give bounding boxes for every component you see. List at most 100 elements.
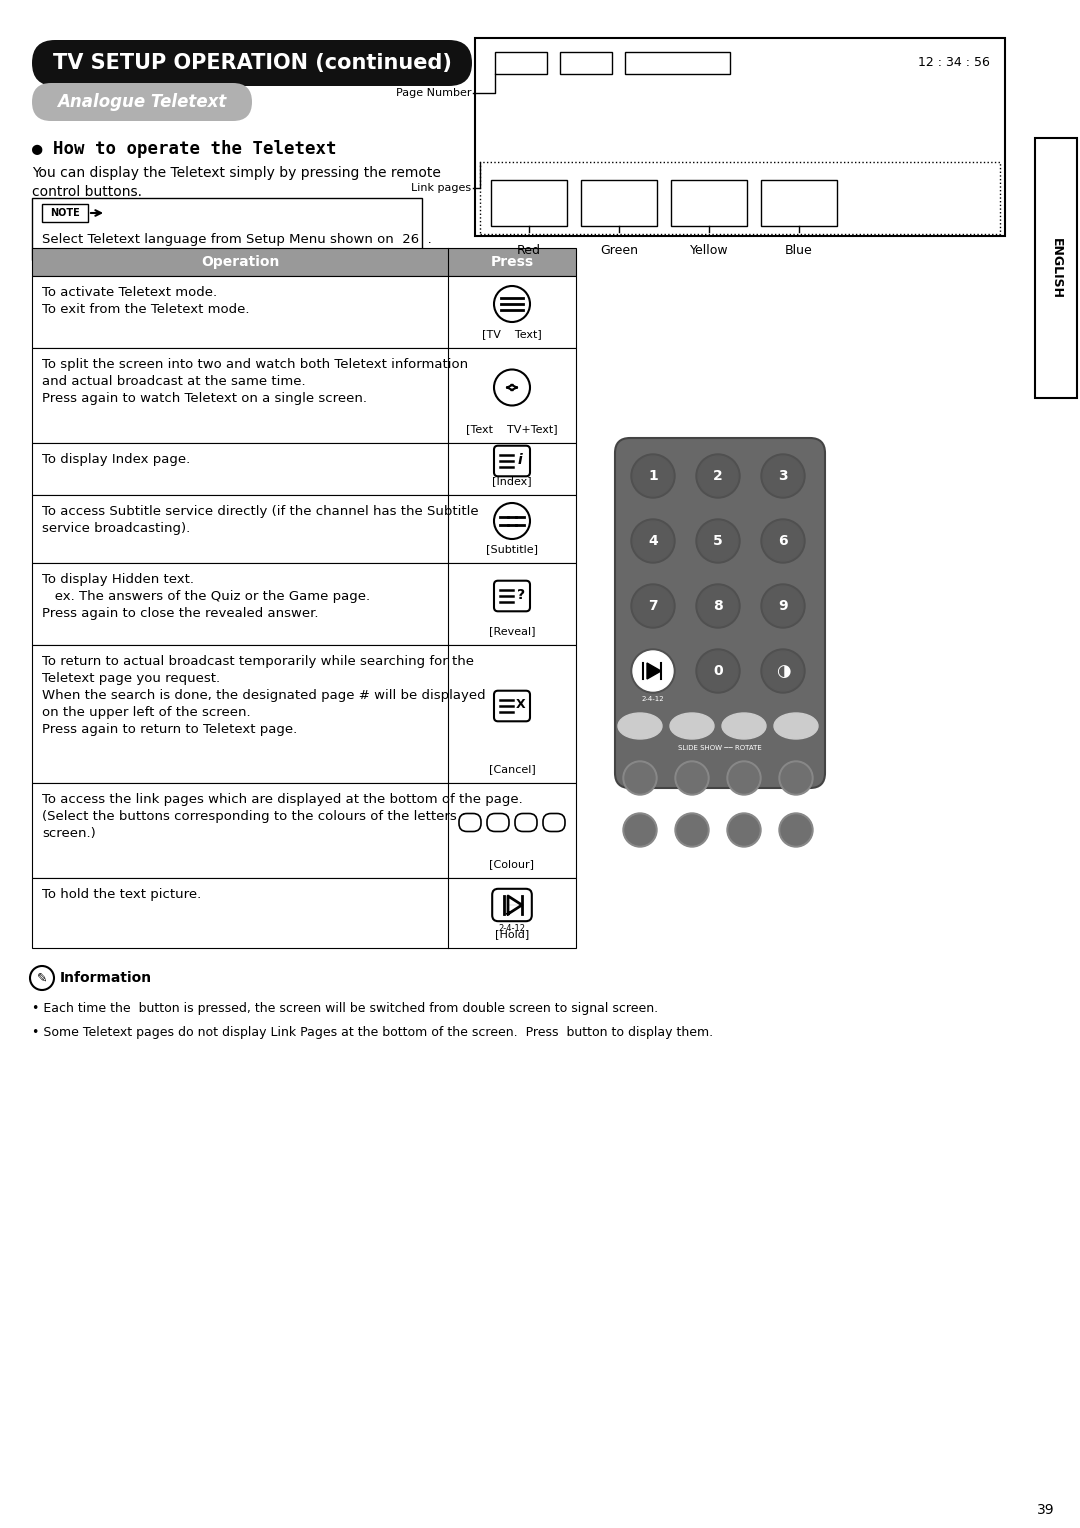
Bar: [32, 348, 576, 443]
Bar: [491, 180, 567, 226]
Text: Link pages: Link pages: [410, 183, 471, 193]
Text: 12 : 34 : 56: 12 : 34 : 56: [918, 57, 990, 69]
Text: [Text    TV+Text]: [Text TV+Text]: [467, 423, 557, 434]
Text: Information: Information: [60, 970, 152, 986]
Text: SLIDE SHOW ── ROTATE: SLIDE SHOW ── ROTATE: [678, 746, 761, 750]
Text: To hold the text picture.: To hold the text picture.: [42, 888, 201, 902]
Text: Red: Red: [517, 244, 541, 257]
Text: • Some Teletext pages do not display Link Pages at the bottom of the screen.  Pr: • Some Teletext pages do not display Lin…: [32, 1025, 713, 1039]
Circle shape: [762, 651, 804, 691]
Text: ● How to operate the Teletext: ● How to operate the Teletext: [32, 141, 337, 157]
Ellipse shape: [774, 714, 818, 740]
Circle shape: [698, 651, 738, 691]
Circle shape: [762, 587, 804, 626]
Circle shape: [781, 814, 811, 845]
Text: To activate Teletext mode.
To exit from the Teletext mode.: To activate Teletext mode. To exit from …: [42, 286, 249, 316]
Bar: [32, 199, 422, 260]
Text: 39: 39: [1038, 1504, 1055, 1517]
Text: 2-4-12: 2-4-12: [642, 695, 664, 701]
Circle shape: [631, 584, 675, 628]
Text: To access the link pages which are displayed at the bottom of the page.
(Select : To access the link pages which are displ…: [42, 793, 523, 840]
Text: [Reveal]: [Reveal]: [489, 626, 536, 636]
Bar: [32, 562, 576, 645]
Text: Blue: Blue: [785, 244, 813, 257]
Text: 1: 1: [648, 469, 658, 483]
Bar: [32, 879, 576, 947]
Text: Yellow: Yellow: [690, 244, 728, 257]
Text: [Index]: [Index]: [492, 477, 531, 486]
FancyBboxPatch shape: [494, 446, 530, 477]
Text: Page Number: Page Number: [395, 89, 471, 98]
Circle shape: [729, 814, 759, 845]
Text: [Colour]: [Colour]: [489, 859, 535, 869]
Text: 5: 5: [713, 533, 723, 549]
Text: 2: 2: [713, 469, 723, 483]
Circle shape: [633, 651, 673, 691]
Ellipse shape: [670, 714, 714, 740]
Text: [Cancel]: [Cancel]: [488, 764, 536, 775]
Bar: [495, 52, 546, 73]
Text: TV SETUP OPERATION (continued): TV SETUP OPERATION (continued): [53, 53, 451, 73]
Text: ✎: ✎: [37, 972, 48, 984]
Text: ?: ?: [517, 588, 525, 602]
Text: To return to actual broadcast temporarily while searching for the
Teletext page : To return to actual broadcast temporaril…: [42, 656, 486, 736]
Text: 9: 9: [779, 599, 787, 613]
Text: You can display the Teletext simply by pressing the remote: You can display the Teletext simply by p…: [32, 167, 441, 180]
Circle shape: [631, 520, 675, 562]
Circle shape: [698, 455, 738, 497]
Circle shape: [675, 761, 708, 795]
FancyBboxPatch shape: [494, 581, 530, 611]
Circle shape: [631, 649, 675, 694]
Bar: [480, 162, 1000, 234]
Text: 8: 8: [713, 599, 723, 613]
Text: To display Hidden text.
   ex. The answers of the Quiz or the Game page.
Press a: To display Hidden text. ex. The answers …: [42, 573, 370, 620]
Circle shape: [761, 520, 805, 562]
Bar: [32, 645, 576, 782]
Circle shape: [762, 455, 804, 497]
Bar: [761, 180, 837, 226]
Circle shape: [625, 814, 654, 845]
Text: Select Teletext language from Setup Menu shown on  26  .: Select Teletext language from Setup Menu…: [42, 234, 432, 246]
Text: SWIVEL: SWIVEL: [731, 801, 757, 805]
Circle shape: [779, 813, 813, 847]
Bar: [32, 277, 576, 348]
Circle shape: [779, 761, 813, 795]
Bar: [32, 495, 576, 562]
Text: PHOTO: PHOTO: [784, 801, 808, 805]
Ellipse shape: [618, 714, 662, 740]
Text: 3: 3: [779, 469, 787, 483]
Polygon shape: [647, 663, 661, 678]
Circle shape: [762, 521, 804, 561]
Circle shape: [623, 761, 657, 795]
Circle shape: [623, 813, 657, 847]
Circle shape: [781, 762, 811, 793]
Text: 6: 6: [779, 533, 787, 549]
Text: i: i: [517, 452, 523, 468]
Bar: [561, 52, 612, 73]
Text: [Subtitle]: [Subtitle]: [486, 544, 538, 555]
Text: ◑: ◑: [775, 662, 791, 680]
Text: Press: Press: [490, 255, 534, 269]
Bar: [32, 443, 576, 495]
Bar: [32, 248, 576, 277]
FancyBboxPatch shape: [32, 40, 472, 86]
Circle shape: [677, 762, 707, 793]
FancyBboxPatch shape: [515, 813, 537, 831]
FancyBboxPatch shape: [492, 889, 531, 921]
Text: 2-4-12: 2-4-12: [499, 924, 526, 934]
Text: 0: 0: [713, 665, 723, 678]
Circle shape: [698, 521, 738, 561]
FancyBboxPatch shape: [543, 813, 565, 831]
Bar: [625, 52, 730, 73]
Bar: [581, 180, 657, 226]
Text: Analogue Teletext: Analogue Teletext: [57, 93, 227, 112]
Circle shape: [633, 455, 673, 497]
Circle shape: [677, 814, 707, 845]
Circle shape: [727, 761, 761, 795]
Circle shape: [727, 813, 761, 847]
Text: Green: Green: [600, 244, 638, 257]
Text: To display Index page.: To display Index page.: [42, 452, 190, 466]
Circle shape: [633, 587, 673, 626]
Circle shape: [633, 521, 673, 561]
Text: To access Subtitle service directly (if the channel has the Subtitle
service bro: To access Subtitle service directly (if …: [42, 504, 478, 535]
